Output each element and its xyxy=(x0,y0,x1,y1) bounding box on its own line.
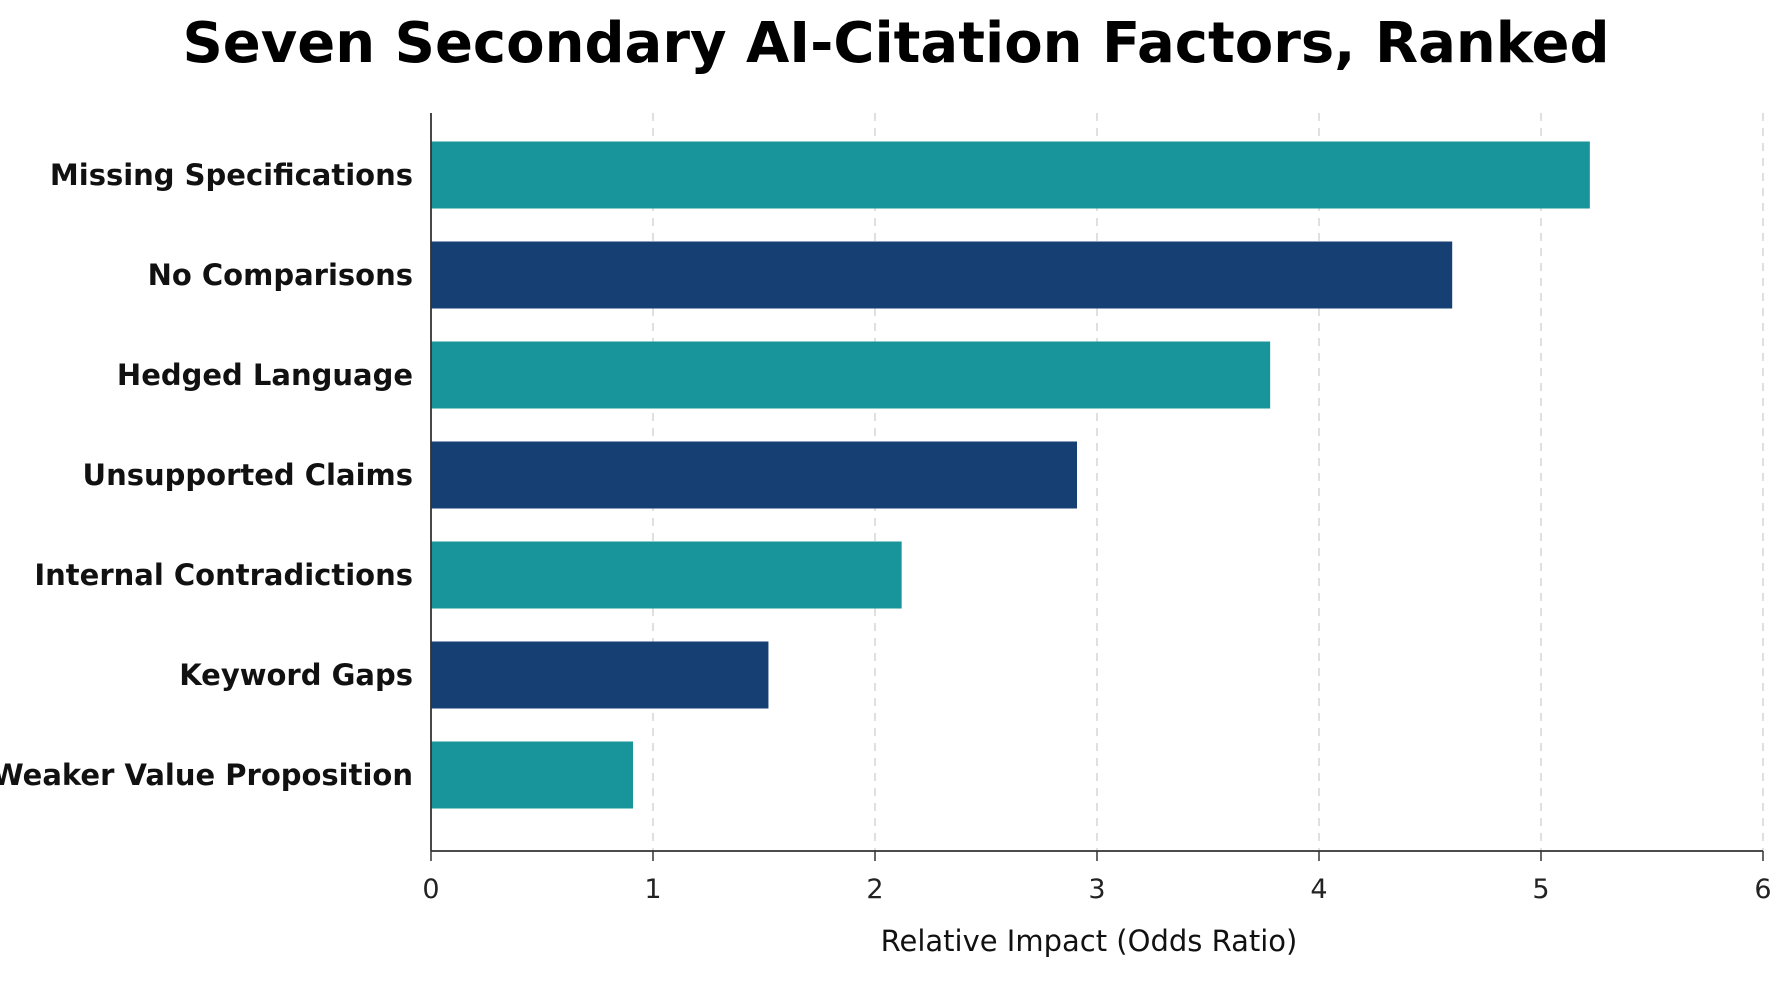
bar xyxy=(431,541,902,609)
x-tick-label: 5 xyxy=(1532,874,1549,905)
category-label: Keyword Gaps xyxy=(179,658,413,692)
x-tick-label: 6 xyxy=(1754,874,1771,905)
x-tick-label: 0 xyxy=(422,874,439,905)
x-tick-label: 4 xyxy=(1310,874,1327,905)
category-label: No Comparisons xyxy=(148,258,413,292)
bar xyxy=(431,441,1078,509)
bar xyxy=(431,641,769,709)
x-tick-label: 2 xyxy=(866,874,883,905)
category-label: Internal Contradictions xyxy=(34,558,413,592)
category-label: Missing Specifications xyxy=(50,158,413,192)
bar xyxy=(431,741,634,809)
x-tick-labels: 0 1 2 3 4 5 6 xyxy=(422,874,1771,905)
bar xyxy=(431,241,1453,309)
chart-title: Seven Secondary AI-Citation Factors, Ran… xyxy=(182,11,1609,76)
x-axis-title: Relative Impact (Odds Ratio) xyxy=(881,924,1298,958)
category-label: Weaker Value Proposition xyxy=(0,758,413,792)
grid-lines xyxy=(652,113,1764,851)
x-tick-label: 1 xyxy=(644,874,661,905)
category-label: Hedged Language xyxy=(117,358,413,392)
bar xyxy=(431,141,1590,209)
bar xyxy=(431,341,1271,409)
category-labels: Missing Specifications No Comparisons Hedg… xyxy=(0,158,413,792)
category-label: Unsupported Claims xyxy=(83,458,413,492)
bars xyxy=(431,141,1590,809)
axes xyxy=(430,113,1764,861)
x-tick-label: 3 xyxy=(1088,874,1105,905)
